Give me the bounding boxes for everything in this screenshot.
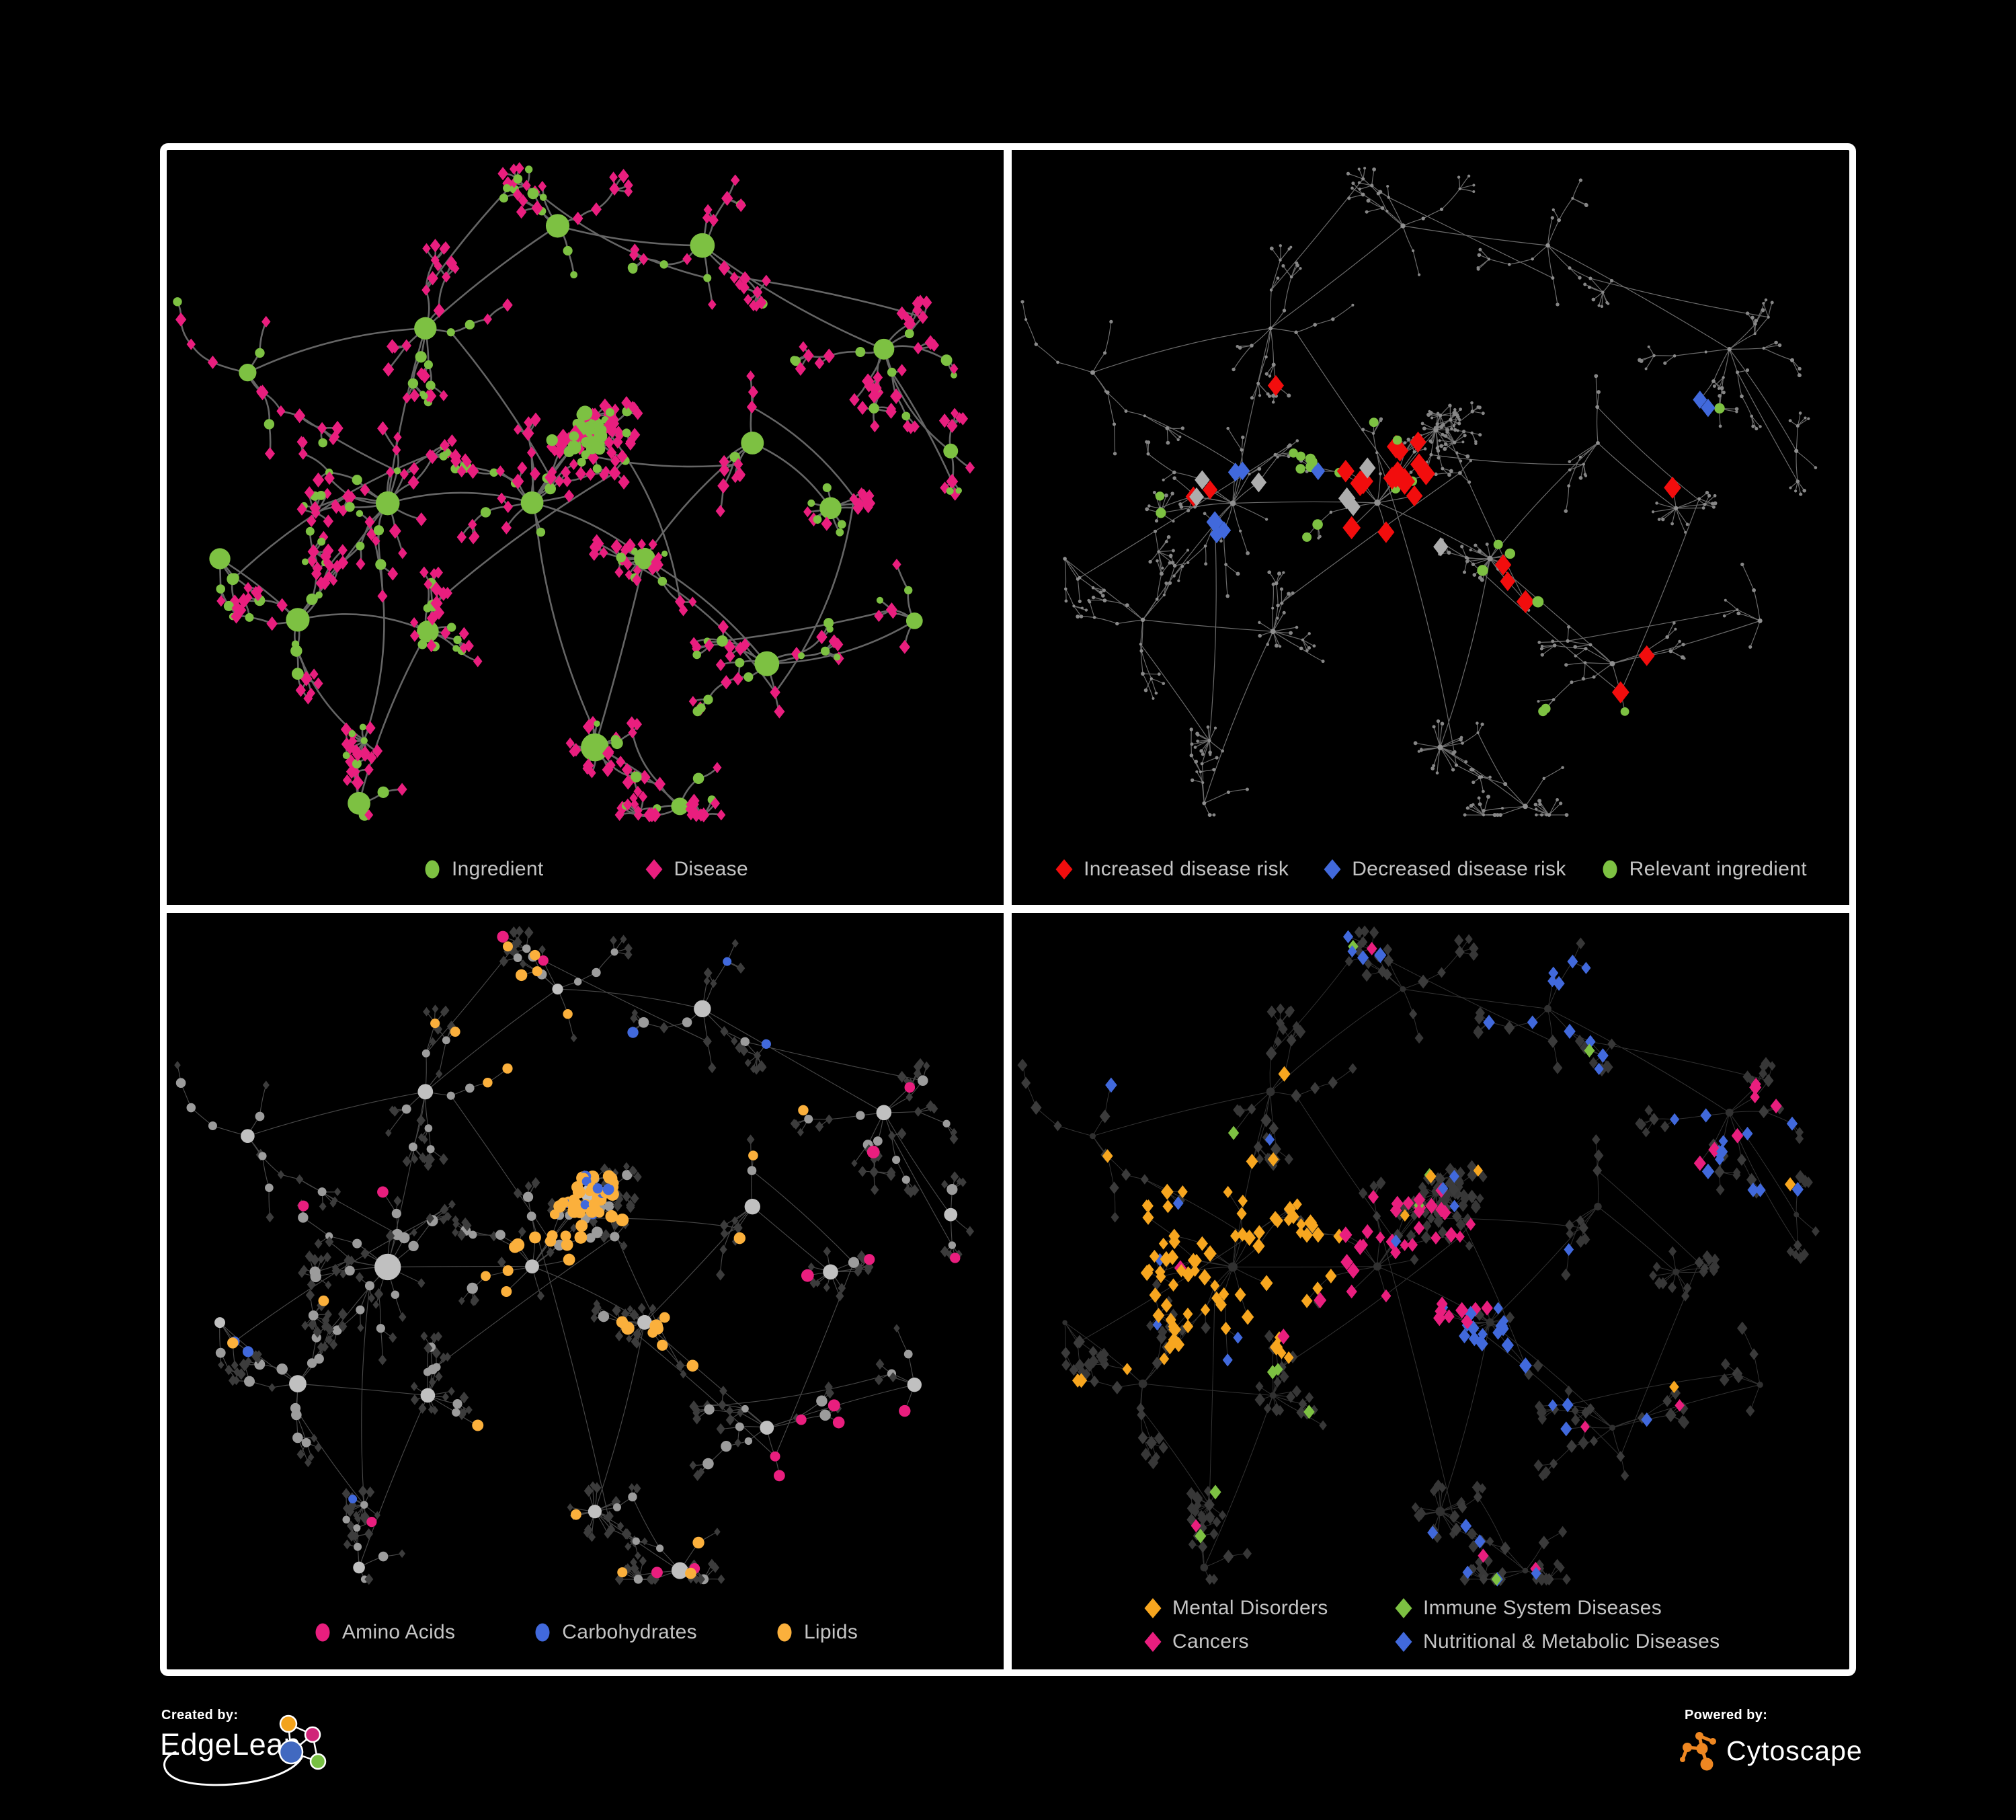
legend-row: Amino Acids Carbohydrates Lipids [167,1621,1004,1644]
panel-ingredient-disease: Ingredient Disease [167,150,1004,905]
powered-by-block: Powered by: Cytoscape [1679,1708,1881,1788]
legend-item-lipids: Lipids [774,1621,858,1644]
legend-decreased-disease-risk-diamond-icon [1324,859,1341,879]
legend-immune-system-diseases-diamond-icon [1395,1598,1412,1618]
legend-amino-acids-circle-icon [315,1623,330,1642]
legend-label: Lipids [803,1621,858,1643]
disease-classes-network [1017,925,1820,1587]
legend-item-nutritional-metabolic-diseases: Nutritional & Metabolic Diseases [1394,1630,1720,1653]
legend-mental-disorders-diamond-icon [1144,1598,1162,1618]
panel-divider-horizontal [167,905,1849,913]
legend-label: Increased disease risk [1084,858,1289,880]
legend-label: Amino Acids [341,1621,456,1643]
legend-nutritional-metabolic-diseases-diamond-icon [1395,1632,1412,1652]
disease-risk-legend: Increased disease risk Decreased disease … [1012,858,1849,881]
created-by-label: Created by: [161,1708,239,1723]
ingredient-disease-legend: Ingredient Disease [167,858,1004,881]
ingredient-classes-legend: Amino Acids Carbohydrates Lipids [167,1621,1004,1644]
legend-increased-disease-risk-diamond-icon [1055,859,1073,879]
legend-label: Disease [674,858,748,880]
legend-item-cancers: Cancers [1143,1630,1394,1653]
legend-row: Increased disease risk Decreased disease … [1012,858,1849,881]
legend-relevant-ingredient-circle-icon [1603,860,1617,879]
powered-by-label: Powered by: [1685,1708,1768,1723]
legend-item-increased-disease-risk: Increased disease risk [1054,858,1289,881]
legend-item-immune-system-diseases: Immune System Diseases [1394,1597,1720,1620]
legend-item-ingredient: Ingredient [422,858,543,881]
ingredient-classes-network [174,926,975,1585]
panels-frame: Ingredient Disease Increased disease risk… [160,143,1856,1676]
legend-item-decreased-disease-risk: Decreased disease risk [1322,858,1566,881]
legend-label: Decreased disease risk [1352,858,1566,880]
legend-label: Nutritional & Metabolic Diseases [1423,1630,1720,1653]
legend-label: Immune System Diseases [1423,1597,1662,1619]
panel-ingredient-classes: Amino Acids Carbohydrates Lipids [167,913,1004,1669]
legend-lipids-circle-icon [777,1623,792,1642]
panel-disease-risk: Increased disease risk Decreased disease … [1012,150,1849,905]
legend-label: Ingredient [452,858,544,880]
panel-disease-classes: Mental Disorders Immune System Diseases Ca… [1012,913,1849,1669]
legend-item-mental-disorders: Mental Disorders [1143,1597,1394,1620]
legend-carbohydrates-circle-icon [535,1623,550,1642]
legend-item-amino-acids: Amino Acids [313,1621,455,1644]
legend-row: Ingredient Disease [167,858,1004,881]
legend-item-disease: Disease [644,858,748,881]
legend-label: Carbohydrates [562,1621,697,1643]
cytoscape-logo-icon [1680,1732,1716,1771]
legend-cancers-diamond-icon [1144,1632,1162,1652]
legend-item-relevant-ingredient: Relevant ingredient [1600,858,1807,881]
legend-label: Mental Disorders [1172,1597,1328,1619]
legend-label: Relevant ingredient [1629,858,1807,880]
legend-ingredient-circle-icon [425,860,440,879]
cytoscape-brand: Cytoscape [1726,1735,1863,1766]
created-by-block: Created by: EdgeLeap [157,1708,372,1802]
legend-disease-diamond-icon [645,859,663,879]
disease-risk-network [1020,167,1818,818]
edgeleap-brand: EdgeLeap [160,1727,301,1762]
legend-label: Cancers [1172,1630,1249,1653]
ingredient-disease-network [173,162,975,823]
legend-item-carbohydrates: Carbohydrates [532,1621,697,1644]
disease-classes-legend: Mental Disorders Immune System Diseases Ca… [1143,1597,1720,1653]
